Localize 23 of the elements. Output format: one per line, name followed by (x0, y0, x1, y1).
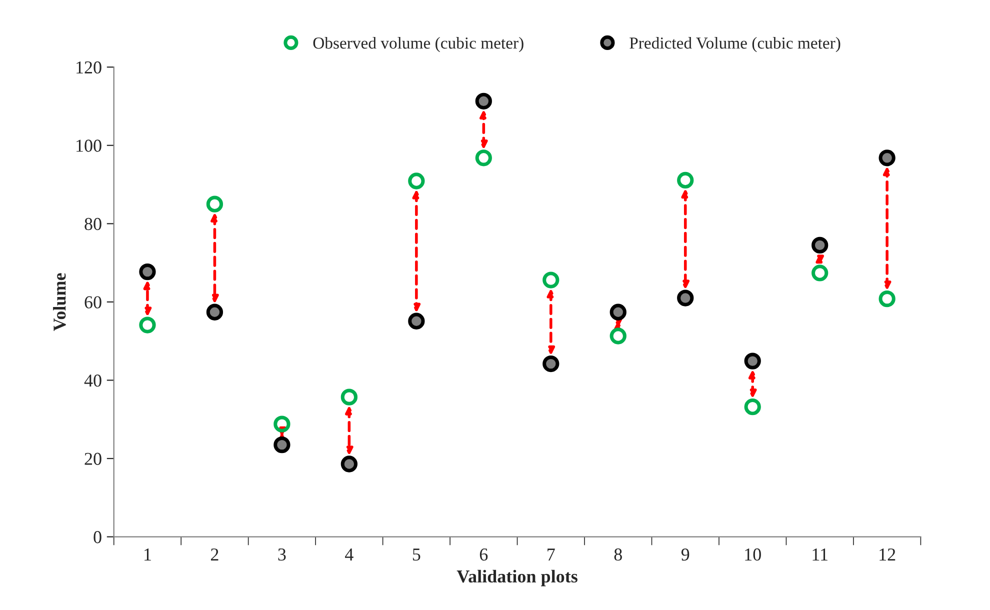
x-tick-label: 11 (812, 548, 828, 560)
legend-label: Predicted Volume (cubic meter) (630, 36, 840, 52)
y-tick-label: 20 (84, 452, 102, 465)
x-tick-label: 5 (412, 548, 420, 561)
x-tick-label: 8 (614, 548, 622, 561)
x-tick-label: 12 (880, 548, 896, 560)
x-tick-label: 4 (345, 548, 354, 560)
y-tick-label: 60 (84, 296, 102, 308)
y-axis-title: Volume (53, 273, 66, 332)
x-tick-label: 10 (745, 548, 761, 561)
x-tick-label: 7 (548, 548, 555, 560)
y-tick-label: 100 (76, 140, 102, 152)
x-axis-title: Validation plots (456, 570, 578, 586)
y-tick-label: 120 (76, 61, 102, 74)
x-tick-label: 3 (278, 548, 286, 561)
x-tick-label: 6 (480, 548, 488, 561)
x-tick-label: 9 (681, 548, 690, 561)
legend-label: Observed volume (cubic meter) (313, 36, 524, 52)
y-tick-label: 0 (94, 531, 102, 544)
x-tick-label: 1 (144, 548, 151, 560)
y-tick-label: 80 (84, 218, 102, 230)
y-tick-label: 40 (84, 374, 102, 387)
x-tick-label: 2 (210, 548, 218, 560)
